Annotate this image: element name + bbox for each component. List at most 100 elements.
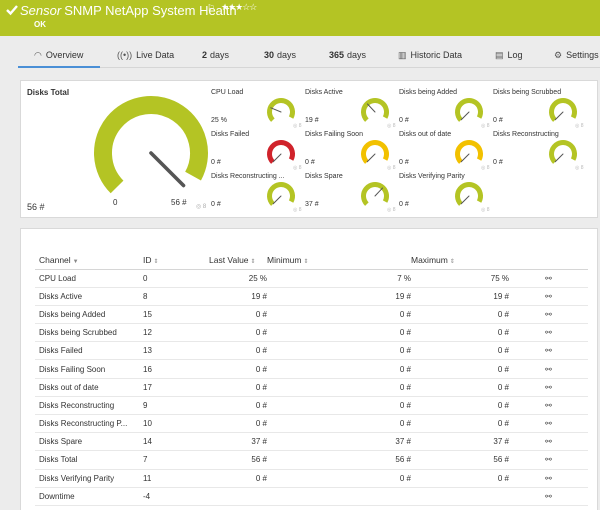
table-row[interactable]: Disks Failed 13 0 #0 #0 # ⚯ (35, 341, 588, 361)
table-row[interactable]: CPU Load 0 25 % 7 % 75 % ⚯ (35, 269, 588, 288)
gauge-needle (272, 153, 282, 163)
tab-overview[interactable]: ◠ Overview (18, 44, 100, 68)
channel-settings-icon[interactable]: ⚯ (545, 346, 552, 356)
sensor-type-label: Sensor (20, 3, 62, 18)
column-header-maximum[interactable]: Maximum ⇕ (411, 251, 509, 270)
minimum-cell: 19 # (267, 287, 411, 306)
channel-gauge[interactable]: Disks out of date 0 # ◎ 8 (399, 131, 493, 175)
table-row[interactable]: Disks Active 8 19 #19 #19 # ⚯ (35, 287, 588, 306)
channel-gauge[interactable]: Disks Spare 37 # ◎ 8 (305, 173, 399, 217)
channel-gauge-label: Disks being Scrubbed (493, 89, 562, 96)
last-value-cell (197, 487, 267, 506)
tab-live-data[interactable]: ((•)) Live Data (117, 50, 175, 60)
primary-gauge-min: 0 (113, 198, 118, 207)
channels-panel: Channel ▼ ID ⇕ Last Value ⇕ Minimum ⇕ Maximu… (20, 228, 598, 510)
table-row[interactable]: Disks being Added 15 0 #0 #0 # ⚯ (35, 305, 588, 325)
channel-gauge-value: 0 # (305, 159, 315, 166)
channel-settings-icon[interactable]: ⚯ (545, 328, 552, 338)
column-header-last-value[interactable]: Last Value ⇕ (197, 251, 267, 270)
primary-gauge-label: Disks Total (27, 88, 70, 97)
table-header-row: Channel ▼ ID ⇕ Last Value ⇕ Minimum ⇕ Maximu… (35, 251, 588, 270)
table-row[interactable]: Disks Failing Soon 16 0 #0 #0 # ⚯ (35, 359, 588, 379)
channel-id-cell: 11 (139, 469, 197, 488)
channel-settings-icon[interactable]: ⚯ (545, 400, 552, 410)
table-row[interactable]: Disks Reconstructing P... 10 0 #0 #0 # ⚯ (35, 414, 588, 434)
table-row[interactable]: Downtime -4 ⚯ (35, 487, 588, 506)
table-row[interactable]: Disks out of date 17 0 #0 #0 # ⚯ (35, 378, 588, 397)
tab-historic-data[interactable]: ▥ Historic Data (398, 50, 463, 60)
channel-action-cell: ⚯ (509, 414, 588, 434)
gauge-needle (460, 153, 470, 163)
channel-settings-icon[interactable]: ⚯ (545, 437, 552, 447)
channel-gauge-label: Disks being Added (399, 89, 457, 96)
channel-action-cell: ⚯ (509, 487, 588, 506)
channel-gauge[interactable]: Disks Active 19 # ◎ 8 (305, 89, 399, 133)
channel-settings-icon[interactable]: ⚯ (545, 455, 552, 465)
channel-gauge[interactable]: Disks Failing Soon 0 # ◎ 8 (305, 131, 399, 175)
channel-gauge[interactable]: Disks being Added 0 # ◎ 8 (399, 89, 493, 133)
gauges-panel: Disks Total 0 56 # 56 # ◎ 8 CPU Load 25 %… (20, 80, 598, 218)
tab-365-days[interactable]: 365 days (329, 50, 367, 60)
channel-gauge-value: 0 # (399, 117, 409, 124)
channel-gauge[interactable]: Disks Verifying Parity 0 # ◎ 8 (399, 173, 493, 217)
maximum-cell: 0 # (411, 378, 509, 397)
tab-settings[interactable]: ⚙ Settings (554, 50, 599, 60)
minimum-cell: 37 # (267, 432, 411, 452)
channel-settings-icon[interactable]: ⚯ (545, 364, 552, 374)
channel-name-cell: Disks Active (35, 287, 139, 306)
channel-gauge[interactable]: Disks being Scrubbed 0 # ◎ 8 (493, 89, 587, 133)
gauge-needle (149, 151, 186, 188)
gauge-arc (455, 182, 483, 206)
tab-30-days[interactable]: 30 days (264, 50, 297, 60)
channel-gauge-value: 0 # (211, 201, 221, 208)
channel-settings-icon[interactable]: ⚯ (545, 309, 552, 319)
gauge-info-icons: ◎ 8 (196, 204, 207, 210)
channel-gauge-label: CPU Load (211, 89, 244, 96)
channel-gauge-dial (455, 98, 483, 122)
maximum-cell: 0 # (411, 396, 509, 416)
column-header-id[interactable]: ID ⇕ (139, 251, 197, 270)
minimum-cell: 0 # (267, 323, 411, 343)
gauge-info-icons: ◎ 8 (387, 123, 396, 129)
table-row[interactable]: Disks Verifying Parity 11 0 #0 #0 # ⚯ (35, 469, 588, 488)
table-row[interactable]: Disks Reconstructing 9 0 #0 #0 # ⚯ (35, 396, 588, 416)
channel-gauge[interactable]: CPU Load 25 % ◎ 8 (211, 89, 305, 133)
column-header-minimum[interactable]: Minimum ⇕ (267, 251, 411, 270)
channel-settings-icon[interactable]: ⚯ (545, 491, 552, 501)
minimum-cell: 0 # (267, 359, 411, 379)
tab-2-days[interactable]: 2 days (202, 50, 230, 60)
channel-settings-icon[interactable]: ⚯ (545, 419, 552, 429)
gauge-arc (94, 96, 208, 194)
gauge-arc (267, 182, 295, 206)
channel-gauge-value: 0 # (399, 159, 409, 166)
channel-id-cell: 14 (139, 432, 197, 452)
channel-settings-icon[interactable]: ⚯ (545, 273, 552, 283)
channel-gauge[interactable]: Disks Reconstructing 0 # ◎ 8 (493, 131, 587, 175)
channel-settings-icon[interactable]: ⚯ (545, 473, 552, 483)
flag-icon[interactable]: ⚐ (207, 3, 216, 13)
channel-settings-icon[interactable]: ⚯ (545, 291, 552, 301)
minimum-cell: 0 # (267, 378, 411, 397)
column-header-channel[interactable]: Channel ▼ (35, 251, 139, 270)
gauge-arc (267, 98, 295, 122)
maximum-cell (411, 487, 509, 506)
channel-id-cell: 9 (139, 396, 197, 416)
channel-action-cell: ⚯ (509, 469, 588, 488)
gauge-info-icons: ◎ 8 (293, 123, 302, 129)
gauge-arc (361, 140, 389, 164)
channel-name-cell: Disks Reconstructing (35, 396, 139, 416)
priority-stars[interactable]: ★★★☆☆ (221, 2, 257, 12)
table-row[interactable]: Disks Spare 14 37 #37 #37 # ⚯ (35, 432, 588, 452)
tab-log[interactable]: ▤ Log (495, 50, 523, 60)
column-header-actions (509, 251, 588, 270)
sort-icon: ⇕ (153, 258, 159, 265)
table-row[interactable]: Disks being Scrubbed 12 0 #0 #0 # ⚯ (35, 323, 588, 343)
broadcast-icon: ((•)) (117, 50, 133, 60)
last-value-cell: 19 # (197, 287, 267, 306)
channel-name-cell: Disks Spare (35, 432, 139, 452)
gauge-arc (455, 140, 483, 164)
channel-gauge[interactable]: Disks Reconstructing ... 0 # ◎ 8 (211, 173, 305, 217)
channel-settings-icon[interactable]: ⚯ (545, 382, 552, 392)
table-row[interactable]: Disks Total 7 56 #56 #56 # ⚯ (35, 450, 588, 470)
channel-gauge[interactable]: Disks Failed 0 # ◎ 8 (211, 131, 305, 175)
